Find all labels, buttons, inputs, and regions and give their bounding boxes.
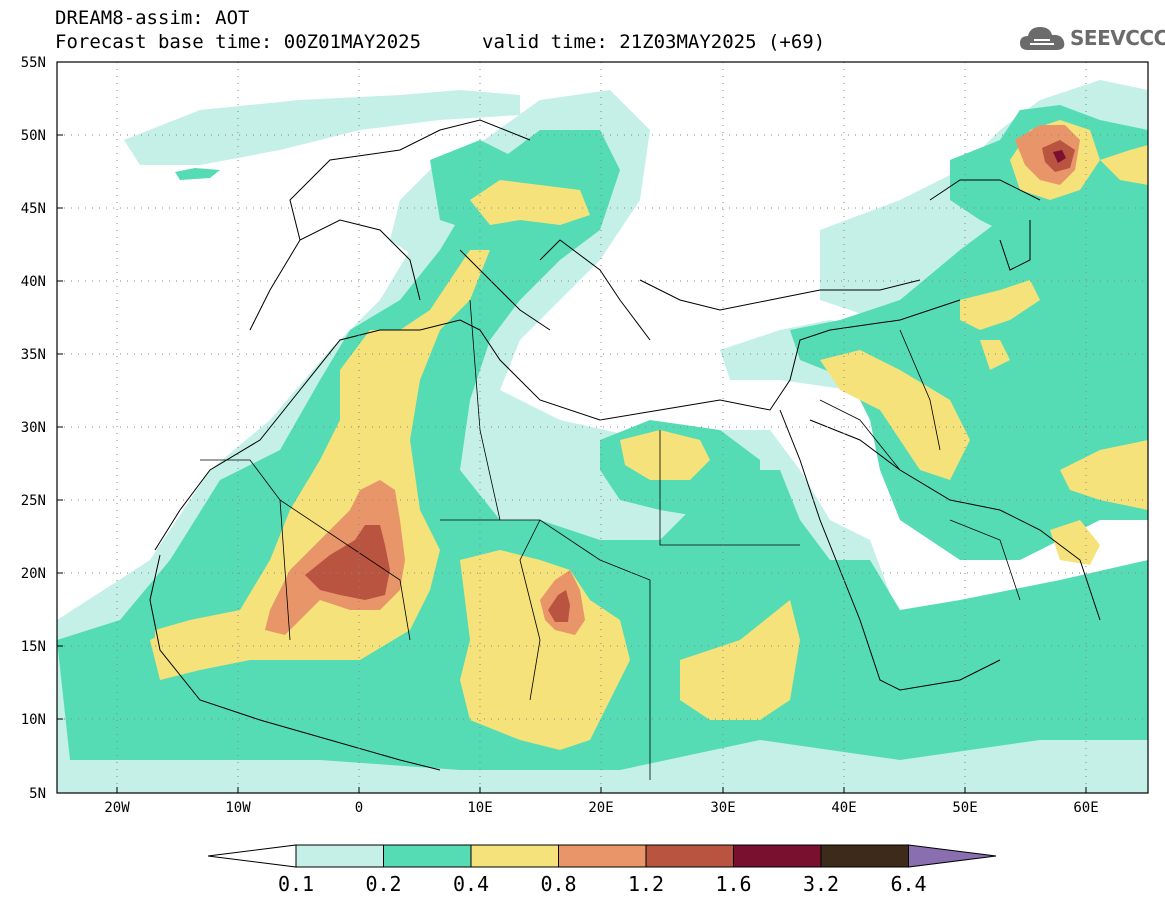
lon-label: 30E	[710, 800, 735, 816]
colorbar-segment	[645, 844, 734, 868]
lon-label: 20W	[104, 800, 130, 816]
lat-label: 20N	[21, 566, 46, 582]
colorbar-label: 0.4	[453, 872, 489, 896]
lat-label: 40N	[21, 274, 46, 290]
lon-label: 10W	[225, 800, 251, 816]
lat-label: 35N	[21, 347, 46, 363]
colorbar-segment	[470, 844, 559, 868]
lat-label: 15N	[21, 639, 46, 655]
lat-labels: 55N 50N 45N 40N 35N 30N 25N 20N 15N 10N …	[21, 55, 46, 802]
aot-band-0.4	[150, 120, 1148, 750]
colorbar-label: 3.2	[803, 872, 839, 896]
colorbar-labels: 0.1 0.2 0.4 0.8 1.2 1.6 3.2 6.4	[278, 872, 927, 896]
lat-label: 10N	[21, 712, 46, 728]
lon-label: 10E	[467, 800, 492, 816]
colorbar-segment	[820, 844, 909, 868]
coastlines	[149, 119, 1101, 771]
colorbar-label: 6.4	[890, 872, 926, 896]
lon-labels: 20W 10W 0 10E 20E 30E 40E 50E 60E	[104, 800, 1098, 816]
colorbar-label: 1.2	[628, 872, 664, 896]
aot-band-1.6	[1053, 150, 1066, 163]
colorbar-segment	[733, 844, 822, 868]
colorbar-label: 0.2	[365, 872, 401, 896]
lon-label: 60E	[1073, 800, 1098, 816]
cloud-icon	[1020, 27, 1065, 50]
forecast-base-time: Forecast base time: 00Z01MAY2025	[55, 31, 422, 53]
colorbar-segment	[558, 844, 647, 868]
lon-label: 50E	[952, 800, 977, 816]
colorbar-high-arrow	[908, 844, 997, 868]
aot-field	[57, 62, 1148, 793]
valid-time: valid time: 21Z03MAY2025 (+69)	[482, 31, 826, 53]
gridlines	[57, 62, 1148, 793]
colorbar-segment	[295, 844, 384, 868]
lat-label: 5N	[29, 786, 46, 802]
colorbar-label: 0.1	[278, 872, 314, 896]
lat-label: 55N	[21, 55, 46, 71]
lat-label: 50N	[21, 128, 46, 144]
logo-text: SEEVCCC	[1070, 26, 1165, 50]
seevccc-logo: SEEVCCC	[1018, 22, 1165, 58]
country-borders	[200, 299, 1021, 780]
axis-ticks	[57, 61, 1087, 793]
colorbar-low-arrow	[207, 844, 297, 868]
lon-label: 40E	[831, 800, 856, 816]
lat-label: 30N	[21, 420, 46, 436]
lon-label: 0	[355, 800, 363, 816]
map-title: DREAM8-assim: AOT	[55, 7, 250, 29]
lat-label: 45N	[21, 201, 46, 217]
lon-label: 20E	[588, 800, 613, 816]
colorbar	[207, 844, 997, 868]
colorbar-segment	[383, 844, 472, 868]
lat-label: 25N	[21, 493, 46, 509]
colorbar-label: 0.8	[540, 872, 576, 896]
colorbar-label: 1.6	[715, 872, 751, 896]
